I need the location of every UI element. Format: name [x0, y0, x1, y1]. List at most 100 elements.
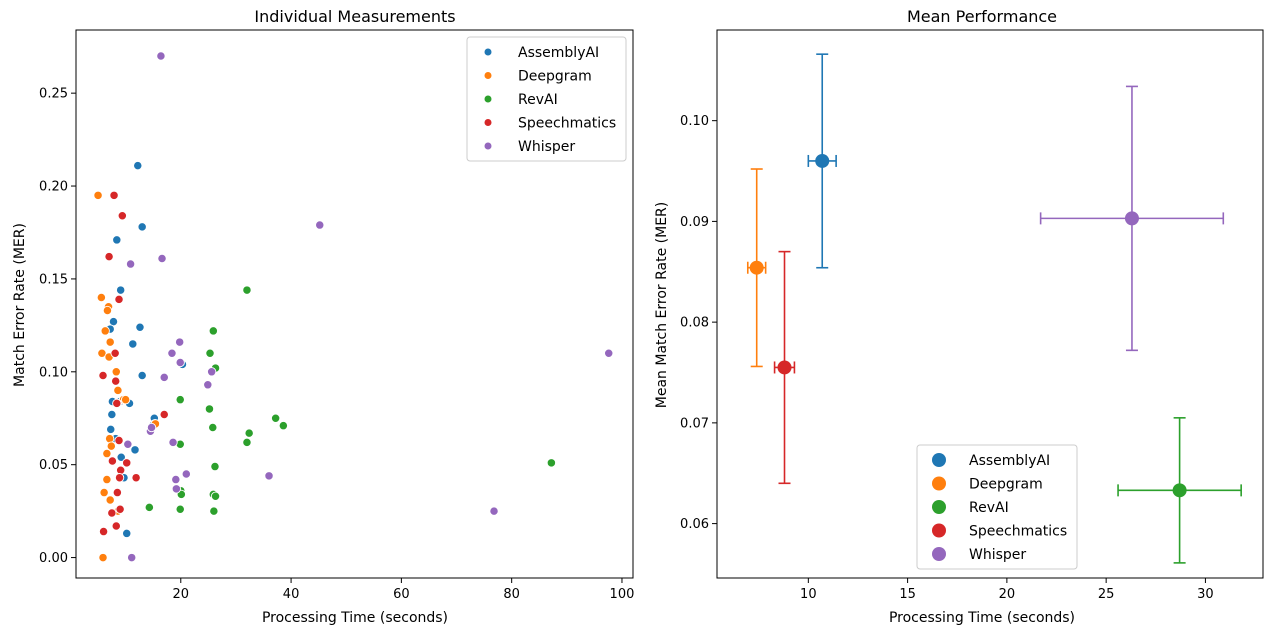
- point-revai: [144, 502, 154, 513]
- y-tick-label: 0.25: [39, 87, 68, 102]
- point-deepgram: [105, 495, 115, 505]
- legend-label-speechmatics: Speechmatics: [518, 116, 616, 132]
- point-whisper: [175, 337, 185, 347]
- point-speechmatics: [115, 504, 125, 514]
- point-revai: [205, 348, 215, 358]
- point-deepgram: [102, 305, 113, 316]
- mean-point-revai: [1172, 483, 1187, 498]
- legend-marker-revai: [932, 500, 946, 514]
- y-tick-label: 0.07: [680, 416, 709, 431]
- point-revai: [278, 421, 289, 431]
- legend-label-deepgram: Deepgram: [969, 477, 1043, 493]
- individual-measurements-panel: Individual Measurements Processing Time …: [12, 7, 634, 626]
- point-assemblyai: [137, 370, 147, 381]
- point-assemblyai: [116, 285, 126, 295]
- legend-marker-assemblyai: [484, 48, 492, 56]
- point-assemblyai: [106, 424, 116, 435]
- legend-marker-speechmatics: [484, 119, 492, 126]
- point-whisper: [167, 348, 177, 358]
- point-speechmatics: [114, 435, 124, 446]
- left-y-axis-label: Match Error Rate (MER): [12, 223, 28, 387]
- x-tick-label: 15: [899, 587, 916, 602]
- point-whisper: [181, 469, 191, 479]
- x-tick-label: 20: [999, 587, 1016, 602]
- point-assemblyai: [122, 528, 132, 539]
- legend-label-deepgram: Deepgram: [518, 69, 592, 85]
- legend-marker-assemblyai: [932, 453, 946, 467]
- right-chart-title: Mean Performance: [907, 7, 1057, 26]
- point-speechmatics: [114, 473, 125, 483]
- point-whisper: [489, 506, 499, 516]
- point-deepgram: [100, 326, 110, 336]
- y-tick-label: 0.00: [39, 551, 68, 566]
- mean-performance-panel: Mean Performance Processing Time (second…: [654, 7, 1264, 626]
- point-speechmatics: [131, 473, 141, 483]
- legend-label-whisper: Whisper: [518, 139, 575, 155]
- point-deepgram: [93, 190, 103, 200]
- point-deepgram: [105, 337, 115, 347]
- y-tick-label: 0.09: [680, 215, 709, 230]
- y-tick-label: 0.10: [39, 365, 68, 380]
- legend-label-revai: RevAI: [518, 92, 558, 108]
- x-tick-label: 60: [393, 587, 410, 602]
- point-speechmatics: [117, 211, 127, 221]
- y-tick-label: 0.20: [39, 180, 68, 195]
- point-deepgram: [113, 385, 123, 396]
- point-speechmatics: [112, 487, 123, 498]
- point-whisper: [171, 484, 182, 494]
- point-revai: [270, 413, 281, 423]
- x-tick-label: 100: [610, 587, 635, 602]
- left-chart-title: Individual Measurements: [254, 7, 455, 26]
- y-tick-label: 0.08: [680, 316, 709, 331]
- legend-marker-speechmatics: [932, 523, 946, 538]
- point-speechmatics: [107, 456, 118, 466]
- x-tick-label: 30: [1197, 587, 1214, 602]
- point-speechmatics: [112, 398, 122, 409]
- legend-marker-deepgram: [932, 476, 946, 491]
- point-revai: [208, 422, 218, 433]
- mean-point-deepgram: [749, 260, 764, 275]
- point-whisper: [264, 471, 274, 481]
- point-revai: [204, 404, 215, 414]
- point-assemblyai: [133, 160, 143, 171]
- point-deepgram: [102, 448, 112, 459]
- point-revai: [546, 458, 557, 468]
- point-assemblyai: [135, 322, 145, 332]
- point-whisper: [127, 552, 137, 563]
- mean-point-whisper: [1124, 211, 1139, 226]
- point-whisper: [168, 437, 178, 448]
- point-whisper: [125, 259, 136, 269]
- point-speechmatics: [111, 376, 121, 386]
- point-revai: [242, 437, 252, 448]
- point-deepgram: [97, 348, 107, 358]
- point-revai: [175, 504, 185, 514]
- point-deepgram: [111, 367, 121, 377]
- point-speechmatics: [159, 409, 169, 420]
- point-revai: [175, 395, 185, 405]
- point-revai: [210, 461, 220, 472]
- point-revai: [210, 491, 221, 501]
- point-whisper: [604, 348, 614, 358]
- legend-marker-revai: [484, 95, 492, 103]
- y-tick-label: 0.05: [39, 458, 68, 473]
- point-whisper: [123, 439, 133, 449]
- point-deepgram: [104, 434, 115, 444]
- point-whisper: [171, 474, 181, 485]
- point-revai: [244, 428, 254, 438]
- point-deepgram: [99, 487, 109, 498]
- legend-label-assemblyai: AssemblyAI: [518, 45, 599, 61]
- x-tick-label: 40: [283, 587, 300, 602]
- y-tick-label: 0.15: [39, 272, 68, 287]
- point-assemblyai: [112, 235, 122, 245]
- point-whisper: [159, 372, 169, 383]
- point-assemblyai: [116, 452, 126, 462]
- point-speechmatics: [104, 251, 114, 262]
- point-assemblyai: [137, 222, 147, 232]
- point-speechmatics: [98, 370, 108, 381]
- right-x-axis-label: Processing Time (seconds): [889, 610, 1075, 626]
- mean-point-assemblyai: [815, 153, 830, 168]
- point-deepgram: [120, 395, 131, 405]
- legend-marker-whisper: [932, 547, 946, 561]
- point-deepgram: [102, 474, 112, 485]
- left-x-axis-label: Processing Time (seconds): [262, 610, 448, 626]
